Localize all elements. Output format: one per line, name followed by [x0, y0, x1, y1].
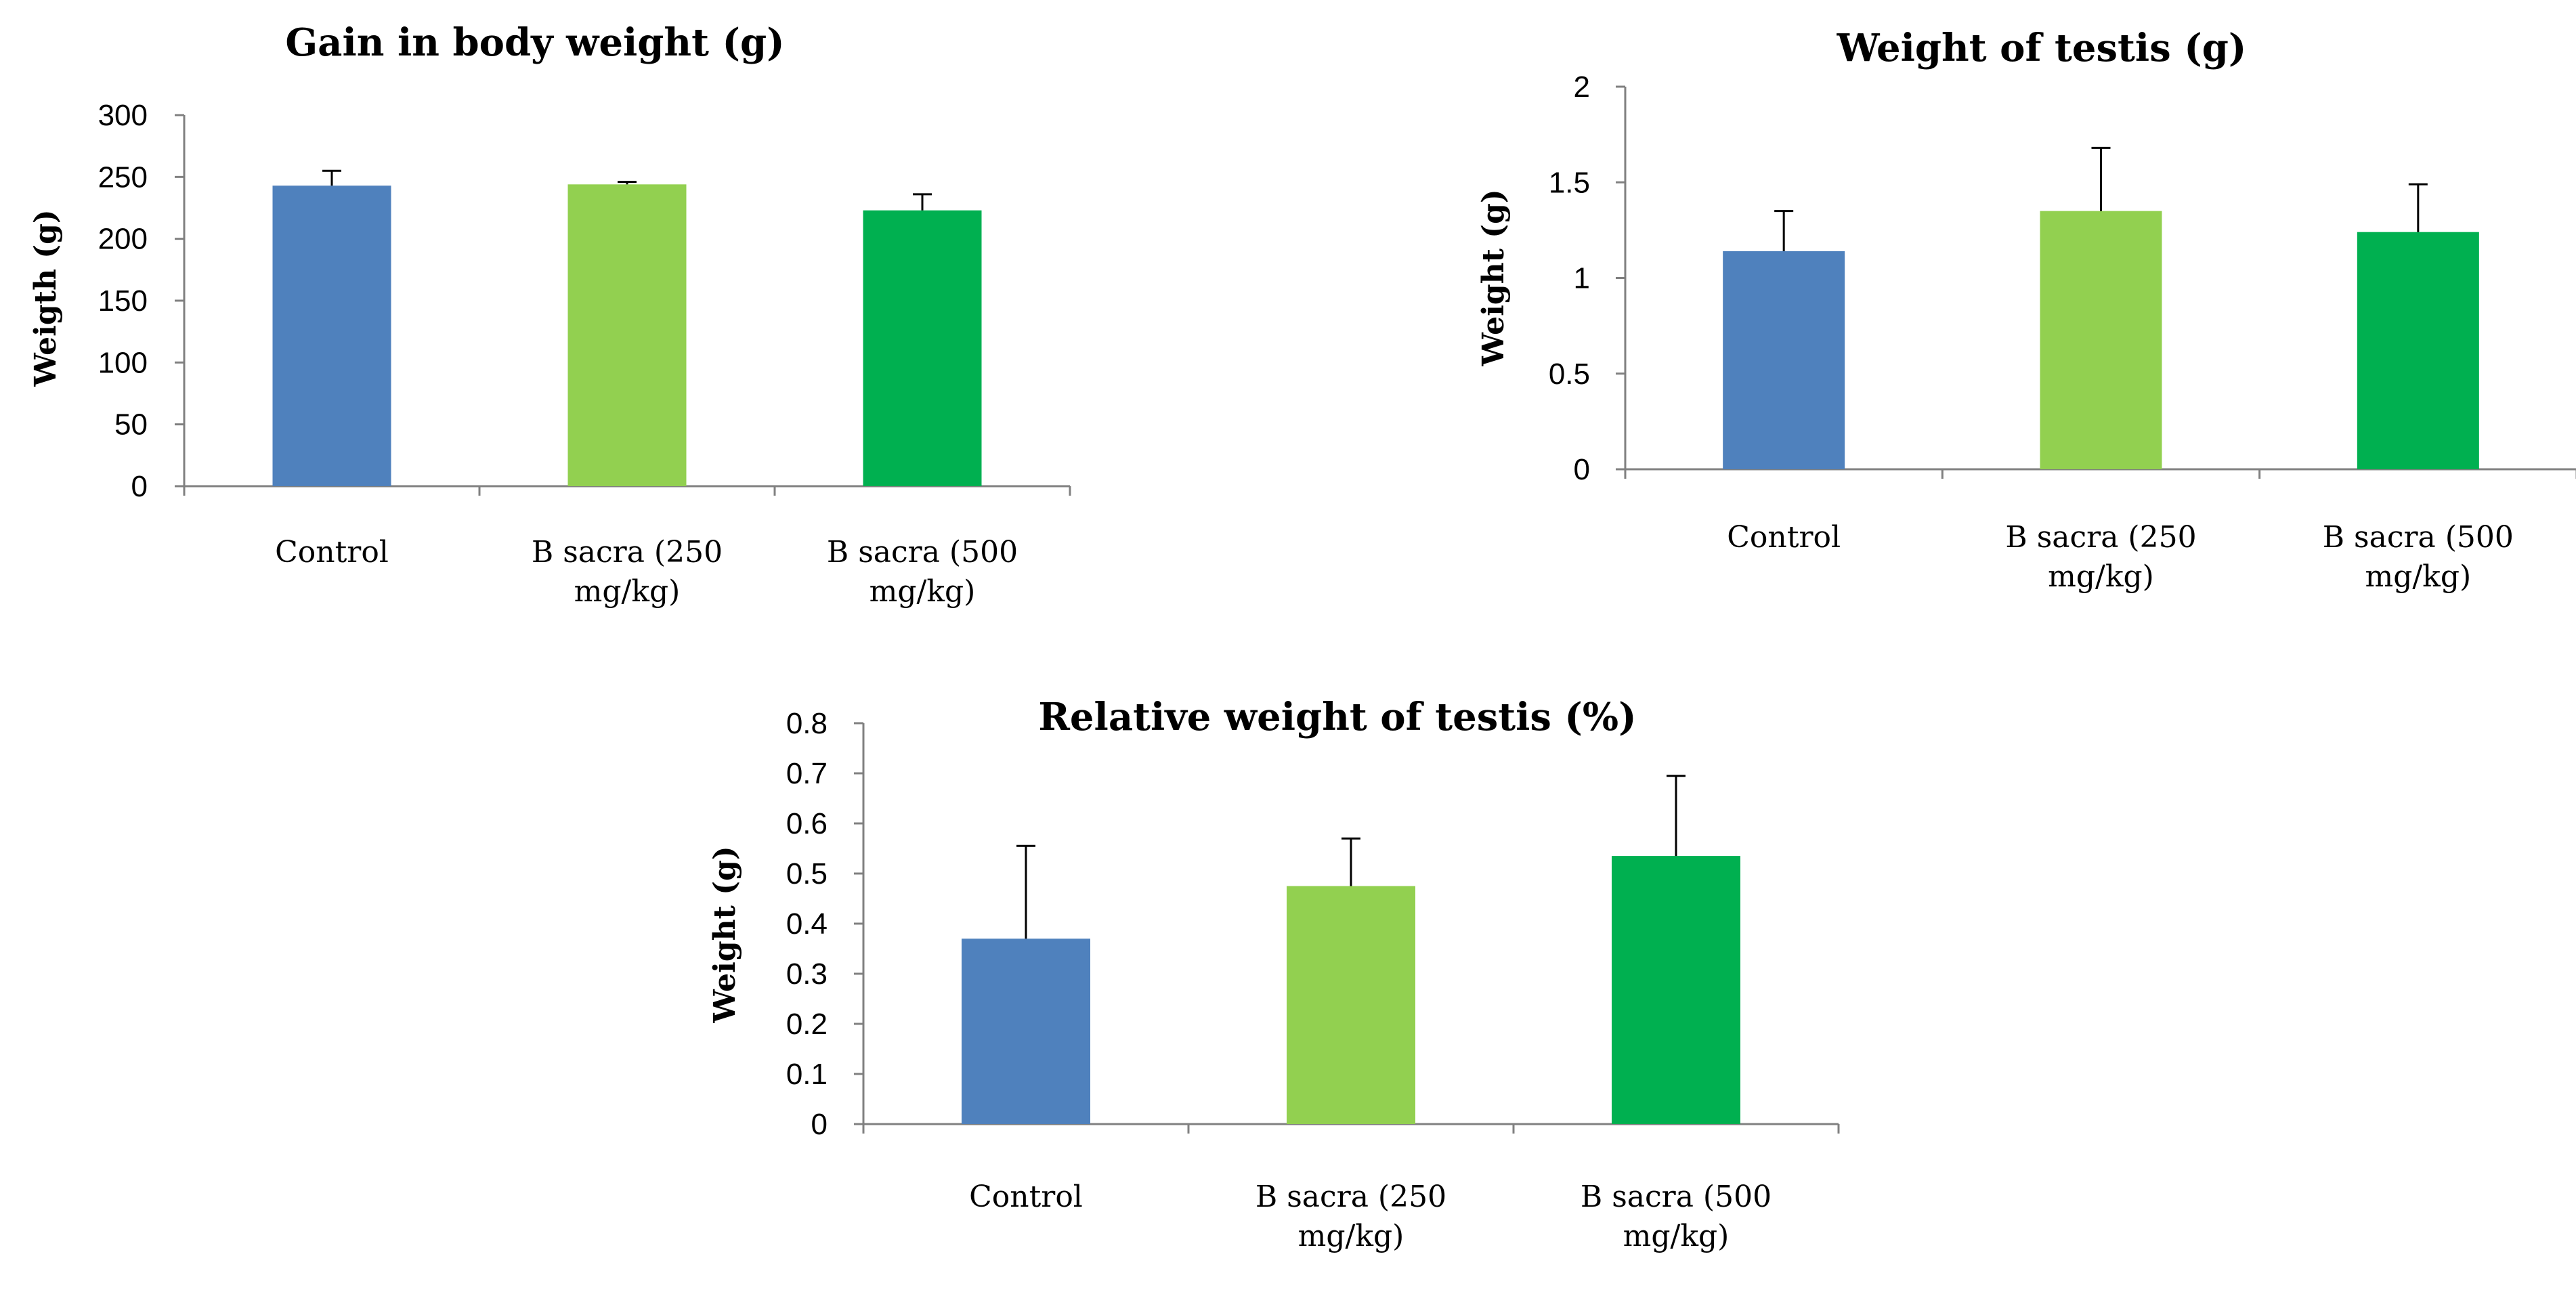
chart-testis-weight: Weight of testis (g) Weight (g) 0 0.5 1 1.5… [1476, 26, 2576, 594]
x-category-label: B sacra (250 [532, 535, 723, 569]
x-category-label: B sacra (500 [827, 535, 1018, 569]
x-category-label: mg/kg) [574, 574, 681, 609]
y-tick-label: 0.1 [786, 1058, 828, 1091]
x-category-label: B sacra (250 [1255, 1180, 1446, 1214]
bar [1723, 251, 1845, 469]
x-category-label: mg/kg) [2365, 559, 2471, 594]
y-tick-label: 0.2 [786, 1008, 828, 1041]
y-tick-label: 0.5 [786, 857, 828, 890]
bar [962, 939, 1090, 1124]
y-tick-label: 0 [811, 1108, 828, 1141]
y-tick-label: 1 [1574, 262, 1590, 295]
x-category-label: mg/kg) [1623, 1219, 1730, 1253]
y-tick-label: 150 [98, 284, 148, 318]
bar [2040, 211, 2162, 469]
chart-title: Weight of testis (g) [1837, 26, 2247, 70]
y-tick-label: 0 [1574, 453, 1590, 486]
x-category-label: B sacra (500 [2323, 520, 2514, 555]
bar [1612, 856, 1740, 1124]
y-tick-label: 0.5 [1549, 358, 1590, 391]
bar [2357, 232, 2479, 469]
bar [567, 184, 687, 486]
y-tick-label: 0 [131, 470, 148, 503]
x-category-label: B sacra (250 [2005, 520, 2196, 555]
bar [1287, 886, 1415, 1124]
y-tick-label: 250 [98, 160, 148, 194]
chart-body-weight-gain: Gain in body weight (g) Weigth (g) 0 50 10… [28, 20, 1071, 609]
x-category-label: Control [275, 535, 389, 569]
y-tick-label: 100 [98, 346, 148, 379]
chart-relative-testis-weight: Relative weight of testis (%) Weight (g)… [708, 695, 1840, 1253]
x-category-label: Control [1727, 520, 1841, 555]
y-tick-label: 200 [98, 223, 148, 256]
x-category-label: Control [969, 1180, 1083, 1214]
y-tick-label: 0.3 [786, 957, 828, 991]
y-axis-label: Weight (g) [708, 846, 742, 1023]
y-tick-label: 300 [98, 99, 148, 132]
x-category-label: mg/kg) [870, 574, 976, 609]
y-tick-label: 0.4 [786, 907, 828, 941]
chart-title: Gain in body weight (g) [285, 20, 784, 65]
x-category-label: mg/kg) [1298, 1219, 1404, 1253]
bar [863, 210, 982, 486]
y-tick-label: 0.8 [786, 707, 828, 740]
bar [272, 186, 391, 486]
y-tick-label: 0.6 [786, 807, 828, 840]
y-tick-label: 1.5 [1549, 166, 1590, 199]
y-tick-label: 2 [1574, 70, 1590, 104]
chart-title: Relative weight of testis (%) [1038, 695, 1636, 739]
y-axis-label: Weight (g) [1476, 189, 1511, 366]
x-category-label: B sacra (500 [1581, 1180, 1772, 1214]
y-axis-label: Weigth (g) [28, 209, 63, 387]
x-category-label: mg/kg) [2048, 559, 2154, 594]
y-tick-label: 50 [114, 408, 148, 442]
y-tick-label: 0.7 [786, 757, 828, 790]
